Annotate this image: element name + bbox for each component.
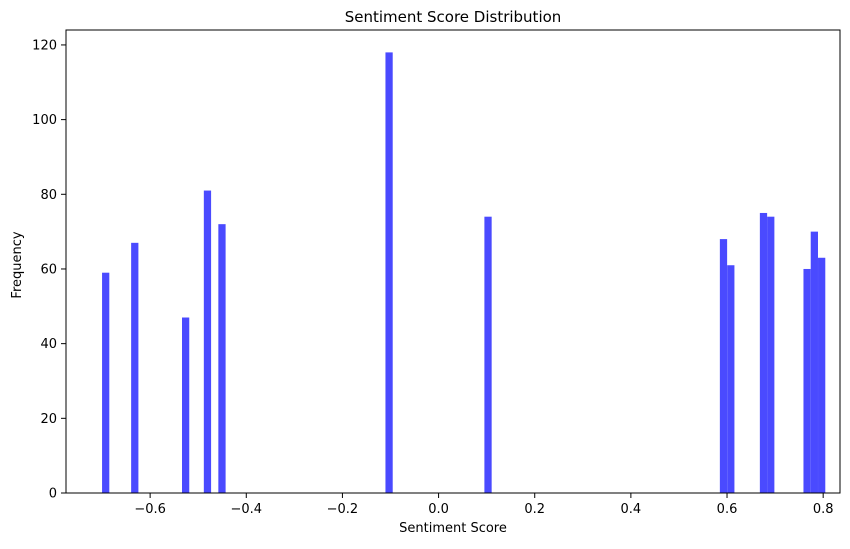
- x-tick-label: 0.2: [524, 502, 545, 517]
- histogram-bar-11: [803, 268, 811, 493]
- y-tick-label: 0: [49, 487, 57, 502]
- x-tick-label: 0.4: [621, 502, 642, 517]
- histogram-bar-12: [810, 231, 818, 493]
- x-axis-label: Sentiment Score: [399, 521, 507, 536]
- y-tick-label: 80: [40, 188, 57, 203]
- x-tick-label: 0.6: [717, 502, 738, 517]
- x-tick-label: −0.6: [134, 502, 166, 517]
- histogram-bar-9: [759, 212, 768, 494]
- plot-frame: [65, 29, 841, 494]
- histogram-bar-2: [182, 317, 190, 493]
- histogram-bar-7: [719, 239, 728, 493]
- y-tick-label: 100: [32, 113, 57, 128]
- histogram-bar-0: [102, 272, 110, 493]
- x-tick-label: −0.2: [327, 502, 359, 517]
- chart-title: Sentiment Score Distribution: [345, 8, 562, 26]
- x-axis: −0.6 −0.4 −0.2 0.0 0.2 0.4 0.6 0.8: [134, 493, 834, 517]
- y-axis: 0 20 40 60 80 100 120: [32, 38, 66, 502]
- bars-group: [102, 52, 826, 494]
- histogram-bar-4: [218, 224, 226, 493]
- y-tick-label: 40: [40, 337, 57, 352]
- y-tick-label: 20: [40, 412, 57, 427]
- histogram-bar-1: [131, 242, 139, 493]
- histogram-bar-10: [767, 216, 775, 493]
- histogram-bar-8: [727, 265, 735, 493]
- x-tick-label: −0.4: [230, 502, 262, 517]
- x-tick-label: 0.8: [813, 502, 834, 517]
- histogram-bar-13: [818, 257, 826, 493]
- y-tick-label: 60: [40, 262, 57, 277]
- y-axis-label: Frequency: [10, 231, 25, 298]
- y-tick-label: 120: [32, 38, 57, 53]
- x-tick-label: 0.0: [428, 502, 449, 517]
- histogram-bar-6: [484, 216, 492, 493]
- histogram-bar-5: [385, 52, 393, 493]
- histogram-bar-3: [203, 190, 212, 493]
